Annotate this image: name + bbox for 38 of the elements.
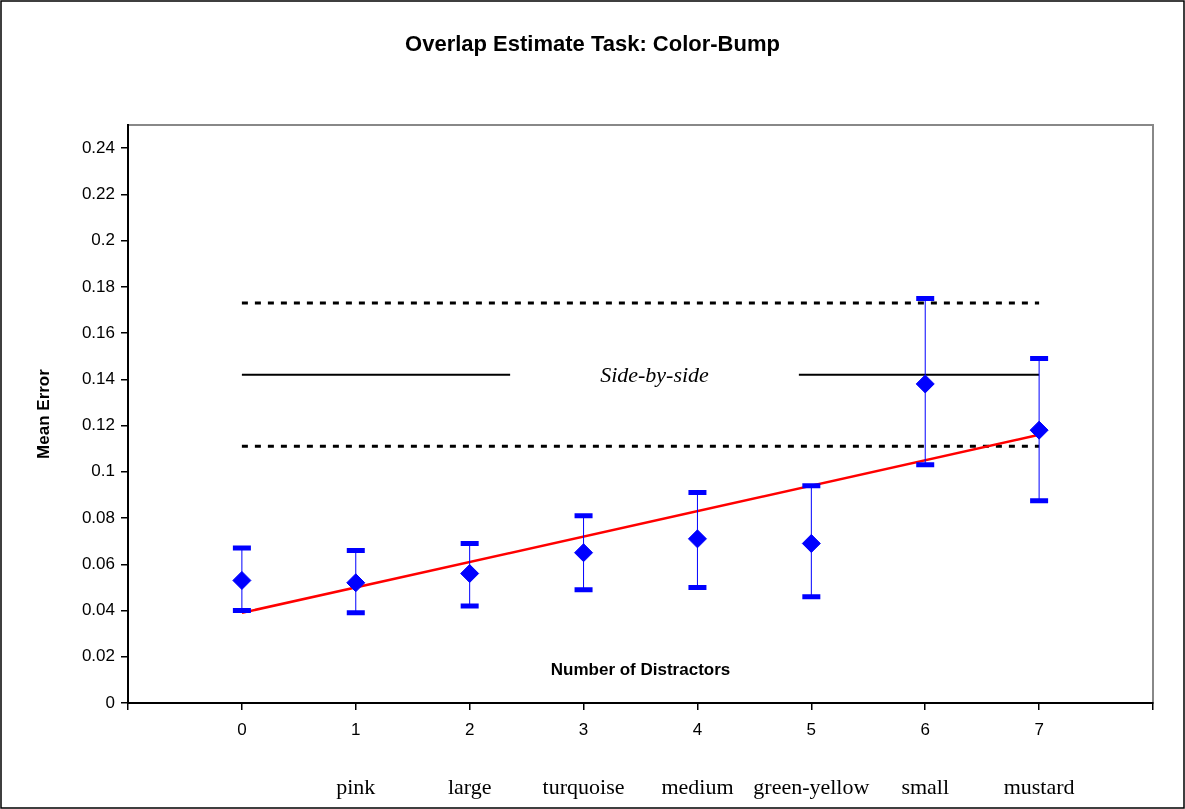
y-tick-label: 0.08 [81,507,115,527]
y-tick-label: 0.2 [91,230,115,250]
x-tick-label: 7 [1034,719,1044,739]
y-tick-label: 0.12 [81,415,115,435]
ref-line-label: Side-by-side [600,362,710,388]
x-tick-label: 5 [806,719,817,739]
x-tick-label: 3 [578,719,589,739]
x-tick-label: 1 [351,719,361,739]
text: mustard [1003,773,1075,799]
text: medium [661,773,734,799]
point [915,374,935,394]
x-tick-label: 6 [920,719,930,739]
y-tick-label: 0.06 [81,553,115,573]
y-tick-label: 0.14 [81,369,115,389]
text: large [447,773,492,799]
point [346,573,366,593]
chart-title: Overlap Estimate Task: Color-Bump [405,31,780,57]
y-tick-label: 0.02 [81,646,115,666]
text: green-yellow [753,773,870,799]
point [460,564,480,584]
point [801,533,821,553]
x-tick-label: 2 [464,719,475,739]
x-tick-label: 0 [237,719,247,739]
x-tick-label: 4 [692,719,703,739]
text: small [901,773,950,799]
y-tick-label: 0 [105,692,115,712]
x-axis-title: Number of Distractors [550,659,731,679]
point [687,529,707,549]
y-tick-label: 0.1 [91,461,115,481]
y-tick-label: 0.16 [81,322,115,342]
y-axis-title: Mean Error [33,368,53,459]
y-tick-label: 0.04 [81,600,115,620]
y-tick-label: 0.24 [81,137,115,157]
y-tick-label: 0.18 [81,276,115,296]
text: pink [336,773,376,799]
point [574,543,594,563]
text: turquoise [542,773,625,799]
y-tick-label: 0.22 [81,184,115,204]
